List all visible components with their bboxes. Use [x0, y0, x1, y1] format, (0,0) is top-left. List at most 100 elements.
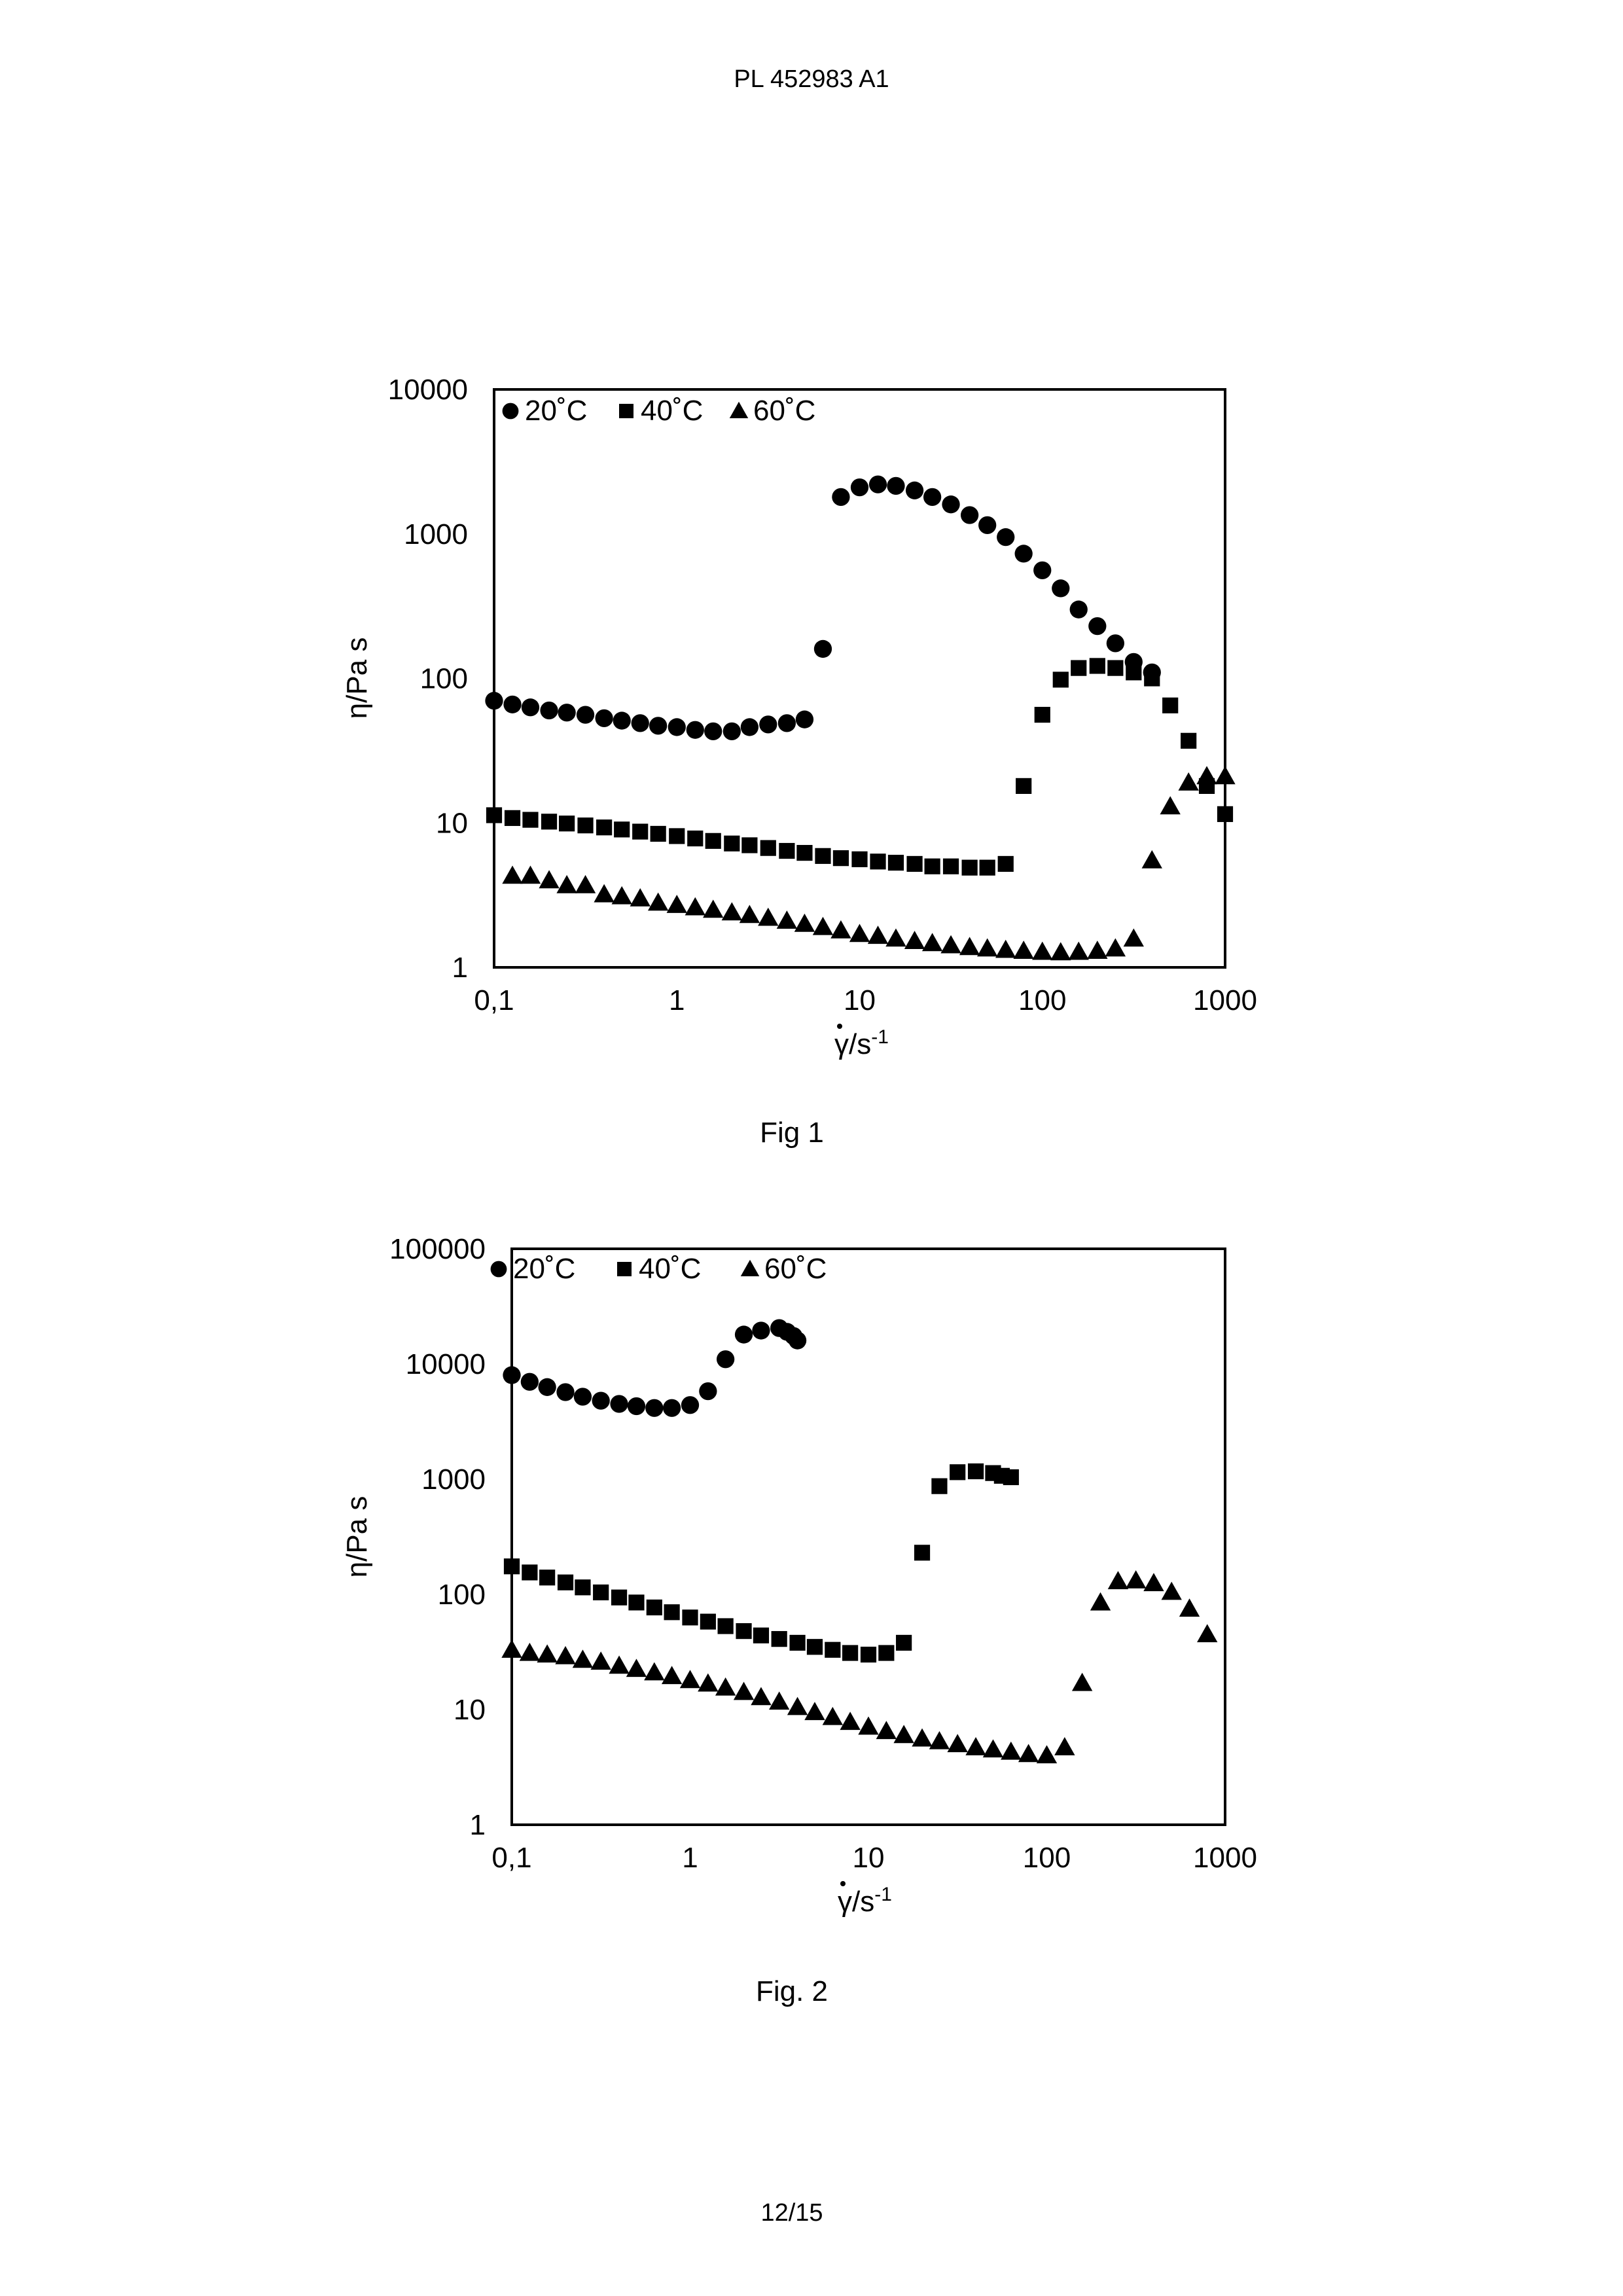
data-point-triangle: [947, 1734, 968, 1753]
data-point-circle: [521, 698, 540, 717]
x-tick-labels: 0,1 1 10 100 1000: [474, 984, 1257, 1016]
data-point-triangle: [502, 865, 523, 884]
data-point-triangle: [982, 1739, 1004, 1758]
data-point-triangle: [929, 1731, 950, 1749]
data-point-triangle: [1087, 941, 1108, 959]
data-point-triangle: [739, 905, 760, 924]
data-point-triangle: [876, 1721, 897, 1740]
data-point-square: [700, 1613, 716, 1630]
x-axis-label: γ/s-1: [834, 1024, 889, 1060]
data-point-circle: [668, 718, 686, 736]
x-tick-labels: 0,1 1 10 100 1000: [491, 1842, 1257, 1874]
data-point-square: [842, 1645, 859, 1661]
data-point-square: [806, 1639, 823, 1655]
data-point-circle: [716, 1350, 735, 1369]
data-point-circle: [722, 722, 741, 741]
data-point-triangle: [1179, 1598, 1200, 1617]
data-point-circle: [777, 714, 796, 732]
data-point-square: [650, 825, 666, 842]
x-axis-label-exponent: -1: [874, 1884, 892, 1905]
data-point-square: [924, 858, 940, 874]
data-point-triangle: [661, 1666, 683, 1685]
data-point-triangle: [1196, 766, 1217, 785]
data-point-square: [1107, 660, 1124, 676]
data-point-triangle: [959, 937, 980, 956]
data-point-triangle: [1161, 1581, 1182, 1600]
data-point-square: [779, 842, 795, 859]
x-axis-label-exponent: -1: [871, 1026, 889, 1048]
data-point-triangle: [1090, 1592, 1111, 1611]
y-tick-label: 1: [452, 952, 468, 984]
data-point-circle: [592, 1391, 610, 1410]
data-point-square: [646, 1599, 662, 1616]
y-tick-label: 1000: [421, 1463, 486, 1496]
data-point-square: [736, 1623, 752, 1640]
data-point-square: [486, 807, 503, 823]
data-points: [501, 1319, 1218, 1764]
y-tick-label: 10000: [388, 374, 468, 406]
data-point-triangle: [768, 1691, 790, 1710]
data-point-triangle: [575, 874, 596, 893]
data-point-circle: [686, 721, 704, 739]
data-point-triangle: [1123, 928, 1144, 947]
data-point-square: [614, 821, 630, 838]
data-point-circle: [681, 1396, 700, 1414]
y-tick-label: 100000: [389, 1233, 486, 1265]
y-tick-labels: 1 10 100 1000 10000: [388, 374, 468, 984]
data-point-circle: [538, 1378, 556, 1396]
data-point-square: [522, 1564, 538, 1581]
data-point-triangle: [611, 886, 632, 905]
data-point-square: [575, 1579, 591, 1596]
data-point-square: [815, 848, 831, 864]
data-point-square: [611, 1589, 628, 1605]
data-point-triangle: [555, 1645, 576, 1664]
data-point-triangle: [904, 931, 925, 950]
data-point-circle: [942, 495, 960, 514]
data-point-circle: [1052, 579, 1070, 598]
data-point-square: [1144, 670, 1160, 687]
x-tick-label: 10: [853, 1842, 885, 1874]
x-axis-label-main: γ/s: [838, 1886, 874, 1918]
data-point-square: [942, 858, 959, 874]
data-point-triangle: [609, 1655, 630, 1674]
y-tick-label: 10000: [406, 1348, 486, 1380]
legend-marker-square: [617, 1262, 632, 1276]
data-point-circle: [503, 695, 522, 713]
data-point-circle: [503, 1366, 521, 1384]
data-point-triangle: [977, 938, 998, 957]
data-point-triangle: [804, 1702, 825, 1721]
data-point-triangle: [1125, 1570, 1147, 1588]
data-point-square: [577, 817, 594, 834]
data-point-triangle: [776, 910, 798, 929]
data-point-square: [628, 1594, 645, 1611]
x-tick-label: 0,1: [474, 984, 514, 1016]
data-point-square: [541, 814, 558, 830]
data-point-circle: [1014, 545, 1033, 563]
data-point-circle: [740, 718, 759, 736]
data-point-triangle: [537, 1644, 558, 1663]
page-header: PL 452983 A1: [734, 65, 889, 93]
legend-marker-triangle: [729, 401, 749, 419]
data-point-triangle: [1071, 1672, 1093, 1691]
legend-label: 40˚C: [639, 1253, 701, 1285]
data-point-circle: [1069, 600, 1088, 619]
data-point-circle: [960, 506, 979, 524]
data-point-square: [796, 844, 813, 861]
data-point-triangle: [787, 1696, 808, 1715]
data-point-triangle: [1107, 1571, 1129, 1590]
data-point-triangle: [1050, 942, 1071, 961]
data-point-square: [771, 1631, 787, 1647]
data-point-triangle: [1178, 772, 1199, 791]
data-point-triangle: [1036, 1745, 1058, 1764]
gamma-dot-mark: [840, 1881, 846, 1886]
data-point-circle: [631, 714, 649, 732]
data-point-triangle: [758, 907, 779, 926]
y-tick-labels: 1 10 100 1000 10000 100000: [389, 1233, 486, 1841]
data-point-square: [741, 837, 758, 853]
data-point-triangle: [751, 1687, 772, 1706]
data-point-triangle: [556, 874, 577, 893]
data-point-square: [1162, 697, 1179, 713]
data-point-square: [1089, 658, 1105, 674]
legend: 20˚C 40˚C 60˚C: [490, 1253, 827, 1285]
data-point-square: [961, 859, 978, 876]
